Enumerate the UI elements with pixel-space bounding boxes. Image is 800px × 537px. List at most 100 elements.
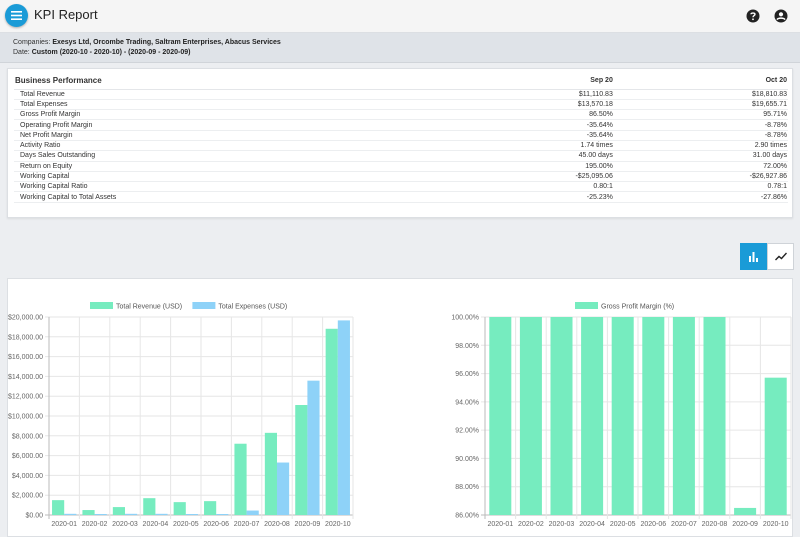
- bar: [155, 513, 168, 515]
- x-tick-label: 2020-07: [234, 521, 260, 528]
- bar: [204, 501, 217, 515]
- metric-value: 72.00%: [613, 161, 788, 172]
- bar: [112, 507, 125, 515]
- y-tick-label: 86.00%: [455, 513, 479, 520]
- metric-name: Working Capital Ratio: [14, 181, 440, 193]
- metric-value: $19,655.71: [613, 99, 788, 111]
- metric-name: Net Profit Margin: [14, 130, 440, 141]
- line-chart-icon: [774, 252, 787, 261]
- date-value: Custom (2020-10 - 2020-10) - (2020-09 - …: [31, 49, 191, 56]
- bar: [611, 317, 634, 515]
- date-label: Date:: [13, 49, 30, 56]
- y-tick-label: 96.00%: [455, 371, 479, 378]
- companies-filter: Companies: Exesys Ltd, Orcombe Trading, …: [13, 38, 800, 48]
- table-title: Business Performance: [14, 73, 440, 90]
- bar-chart-icon: [749, 251, 758, 262]
- y-tick-label: $10,000.00: [8, 414, 43, 421]
- metric-value: -35.64%: [439, 119, 614, 131]
- table-row: Total Expenses $13,570.18 $19,655.71: [14, 99, 788, 111]
- metric-value: -25.23%: [439, 191, 614, 203]
- bar: [295, 405, 308, 515]
- column-header: Oct 20: [613, 73, 788, 90]
- bar: [489, 317, 512, 515]
- y-tick-label: $8,000.00: [12, 433, 43, 440]
- bar-chart-button[interactable]: [740, 243, 767, 270]
- bar: [519, 317, 542, 515]
- bar: [581, 317, 604, 515]
- table-header-row: Business Performance Sep 20 Oct 20: [14, 73, 788, 90]
- bar: [550, 317, 573, 515]
- bar: [143, 498, 156, 515]
- metric-name: Days Sales Outstanding: [14, 150, 440, 162]
- x-tick-label: 2020-10: [325, 521, 351, 528]
- x-tick-label: 2020-05: [610, 521, 636, 528]
- table-row: Activity Ratio 1.74 times 2.90 times: [14, 140, 788, 152]
- y-tick-label: $16,000.00: [8, 354, 43, 361]
- metric-value: $11,110.83: [439, 89, 614, 100]
- chart-type-toggle: [740, 243, 794, 270]
- y-tick-label: $4,000.00: [12, 473, 43, 480]
- menu-icon: [11, 11, 22, 20]
- gross-margin-chart: Gross Profit Margin (%) 86.00% 88.00% 90.00…: [451, 302, 792, 528]
- y-tick-label: 98.00%: [455, 343, 479, 350]
- metric-value: -35.64%: [439, 130, 614, 141]
- menu-button[interactable]: [5, 4, 28, 27]
- table-row: Working Capital to Total Assets -25.23% -2…: [14, 191, 788, 203]
- column-header: Sep 20: [439, 73, 614, 90]
- metric-name: Working Capital: [14, 171, 440, 183]
- metric-value: -$26,927.86: [613, 171, 788, 183]
- metric-name: Gross Profit Margin: [14, 109, 440, 121]
- bar: [216, 514, 229, 515]
- x-tick-label: 2020-04: [143, 521, 169, 528]
- y-tick-label: 92.00%: [455, 428, 479, 435]
- legend-label: Gross Profit Margin (%): [601, 304, 674, 311]
- table-row: Days Sales Outstanding 45.00 days 31.00 da…: [14, 150, 788, 162]
- account-icon[interactable]: [774, 9, 788, 23]
- x-tick-label: 2020-05: [173, 521, 199, 528]
- bar: [94, 514, 107, 515]
- metric-value: 2.90 times: [613, 140, 788, 152]
- bar: [185, 514, 198, 515]
- metric-value: -$25,095.06: [439, 171, 614, 183]
- bar: [703, 317, 726, 515]
- metric-name: Activity Ratio: [14, 140, 440, 152]
- bar: [246, 510, 259, 515]
- bar: [52, 500, 65, 515]
- bar: [764, 377, 787, 515]
- metric-value: 45.00 days: [439, 150, 614, 162]
- line-chart-button[interactable]: [767, 243, 794, 270]
- y-tick-label: $0.00: [25, 513, 43, 520]
- x-tick-label: 2020-02: [82, 521, 108, 528]
- filter-summary: Companies: Exesys Ltd, Orcombe Trading, …: [0, 33, 800, 63]
- y-tick-label: 94.00%: [455, 399, 479, 406]
- bar: [277, 462, 290, 515]
- metric-value: $18,810.83: [613, 89, 788, 100]
- x-tick-label: 2020-06: [640, 521, 666, 528]
- y-tick-label: $6,000.00: [12, 453, 43, 460]
- metric-name: Operating Profit Margin: [14, 119, 440, 131]
- bar: [64, 513, 77, 515]
- page-title: KPI Report: [34, 7, 98, 22]
- metric-name: Total Revenue: [14, 89, 440, 100]
- metric-value: 1.74 times: [439, 140, 614, 152]
- x-tick-label: 2020-03: [112, 521, 138, 528]
- table-row: Gross Profit Margin 86.50% 95.71%: [14, 109, 788, 121]
- y-tick-label: $14,000.00: [8, 374, 43, 381]
- metric-value: $13,570.18: [439, 99, 614, 111]
- table-row: Working Capital -$25,095.06 -$26,927.86: [14, 171, 788, 183]
- help-icon[interactable]: [746, 9, 760, 23]
- x-tick-label: 2020-04: [579, 521, 605, 528]
- metric-value: 86.50%: [439, 109, 614, 121]
- bar: [307, 380, 320, 515]
- metric-value: -27.86%: [613, 191, 788, 203]
- bar: [125, 513, 138, 515]
- table-row: Working Capital Ratio 0.80:1 0.78:1: [14, 181, 788, 193]
- y-tick-label: $2,000.00: [12, 493, 43, 500]
- companies-label: Companies:: [13, 39, 51, 46]
- y-tick-label: $18,000.00: [8, 334, 43, 341]
- metric-value: 31.00 days: [613, 150, 788, 162]
- y-tick-label: $12,000.00: [8, 394, 43, 401]
- revenue-expenses-chart: Total Revenue (USD) Total Expenses (USD) $…: [8, 302, 354, 528]
- business-performance-card: Business Performance Sep 20 Oct 20 Total…: [7, 68, 793, 218]
- legend-swatch: [575, 302, 598, 309]
